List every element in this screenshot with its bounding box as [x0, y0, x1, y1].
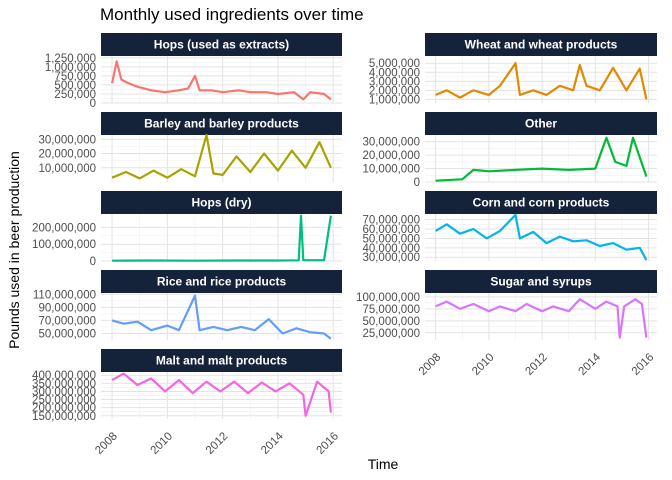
- panel-malt-and-malt-products-y-tick-label: 200,000,000: [32, 403, 96, 415]
- panel-hops-used-as-extracts-y-tick-label: 0: [90, 98, 96, 110]
- panel-malt-and-malt-products-y-tick-label: 400,000,000: [32, 370, 96, 382]
- panel-other-strip: [425, 112, 657, 135]
- panel-corn-and-corn-products-y-tick-label: 40,000,000: [362, 243, 420, 255]
- panel-rice-and-rice-products-strip-label: Rice and rice products: [157, 275, 287, 289]
- panel-wheat-and-wheat-products: Wheat and wheat products 1,000,0002,000,0…: [369, 33, 657, 106]
- panel-barley-and-barley-products-y-tick-label: 10,000,000: [38, 163, 96, 175]
- panel-rice-and-rice-products-y-tick-label: 110,000,000: [33, 289, 96, 301]
- panel-barley-and-barley-products-strip: [101, 112, 342, 135]
- x-tick-label: 2012: [204, 430, 231, 457]
- panel-corn-and-corn-products-y-tick-label: 30,000,000: [362, 252, 420, 264]
- panel-wheat-and-wheat-products-y-tick-label: 3,000,000: [369, 76, 420, 88]
- panel-sugar-and-syrups-series-line: [435, 298, 648, 339]
- panel-malt-and-malt-products-strip: [101, 349, 342, 372]
- x-tick-label: 2010: [470, 351, 497, 378]
- panel-hops-dry-strip-label: Hops (dry): [192, 196, 252, 210]
- panel-hops-dry-y-tick-label: 0: [90, 256, 96, 268]
- panel-malt-and-malt-products: Malt and malt products 150,000,000200,000…: [32, 349, 342, 457]
- panel-malt-and-malt-products-y-tick-label: 250,000,000: [32, 395, 96, 407]
- panel-other-series-line: [435, 136, 648, 182]
- panel-rice-and-rice-products-series-line: [111, 294, 332, 340]
- panel-barley-and-barley-products-y-tick-label: 30,000,000: [38, 134, 96, 146]
- panel-hops-dry-series-line: [112, 214, 332, 262]
- panel-rice-and-rice-products-y-tick-label: 90,000,000: [38, 302, 96, 314]
- panel-malt-and-malt-products-y-tick-label: 300,000,000: [32, 386, 96, 398]
- panel-other-y-tick-label: 0: [414, 177, 420, 189]
- x-tick-label: 2014: [577, 351, 604, 378]
- panel-sugar-and-syrups-strip-label: Sugar and syrups: [490, 275, 592, 289]
- panel-sugar-and-syrups-y-tick-label: 75,000,000: [362, 304, 420, 316]
- panel-corn-and-corn-products-y-tick-label: 70,000,000: [362, 215, 420, 227]
- panel-other-y-tick-label: 20,000,000: [362, 150, 420, 162]
- panel-wheat-and-wheat-products-series-line: [435, 62, 648, 100]
- panel-hops-used-as-extracts: Hops (used as extracts) 0250,000500,00075…: [45, 33, 342, 110]
- panel-sugar-and-syrups-y-tick-label: 100,000,000: [356, 292, 420, 304]
- panel-rice-and-rice-products-strip: [101, 270, 342, 293]
- panel-malt-and-malt-products-series-line: [111, 372, 332, 417]
- panel-wheat-and-wheat-products-y-tick-label: 2,000,000: [369, 85, 420, 97]
- panel-barley-and-barley-products-strip-label: Barley and barley products: [144, 117, 299, 131]
- chart-title: Monthly used ingredients over time: [100, 5, 364, 24]
- panel-malt-and-malt-products-y-tick-label: 350,000,000: [32, 378, 96, 390]
- x-tick-label: 2016: [314, 430, 341, 457]
- panel-hops-used-as-extracts-series-line: [111, 60, 332, 101]
- panel-hops-used-as-extracts-strip-label: Hops (used as extracts): [154, 38, 289, 52]
- x-tick-label: 2016: [630, 351, 657, 378]
- panel-malt-and-malt-products-y-tick-label: 150,000,000: [32, 411, 96, 423]
- panel-sugar-and-syrups-y-tick-label: 25,000,000: [362, 328, 420, 340]
- panel-other-strip-label: Other: [525, 117, 557, 131]
- x-tick-label: 2010: [149, 430, 176, 457]
- panel-hops-dry-y-tick-label: 100,000,000: [32, 239, 96, 251]
- panel-sugar-and-syrups: Sugar and syrups 25,000,00050,000,00075,0…: [356, 270, 657, 378]
- panel-barley-and-barley-products-series-line: [111, 133, 332, 180]
- panel-wheat-and-wheat-products-y-tick-label: 5,000,000: [369, 58, 420, 70]
- panel-rice-and-rice-products-y-tick-label: 50,000,000: [38, 328, 96, 340]
- panel-hops-dry-strip: [101, 191, 342, 214]
- panel-hops-used-as-extracts-y-tick-label: 500,000: [54, 80, 96, 92]
- panel-wheat-and-wheat-products-y-tick-label: 1,000,000: [369, 94, 420, 106]
- panel-sugar-and-syrups-y-tick-label: 50,000,000: [362, 316, 420, 328]
- x-tick-label: 2014: [259, 430, 286, 457]
- panel-hops-dry-y-tick-label: 200,000,000: [32, 222, 96, 234]
- x-tick-label: 2008: [93, 430, 120, 457]
- panel-corn-and-corn-products-strip: [425, 191, 657, 214]
- panel-hops-used-as-extracts-y-tick-label: 750,000: [54, 71, 96, 83]
- panel-sugar-and-syrups-strip: [425, 270, 657, 293]
- panel-other-y-tick-label: 30,000,000: [362, 137, 420, 149]
- panel-other-y-tick-label: 10,000,000: [362, 164, 420, 176]
- panel-hops-used-as-extracts-y-tick-label: 250,000: [54, 89, 96, 101]
- panel-malt-and-malt-products-strip-label: Malt and malt products: [156, 354, 288, 368]
- panel-hops-dry: Hops (dry) 0 100,000,000 200,000,000: [32, 191, 342, 268]
- x-tick-label: 2008: [417, 351, 444, 378]
- panel-rice-and-rice-products-y-tick-label: 70,000,000: [38, 315, 96, 327]
- panel-barley-and-barley-products-y-tick-label: 20,000,000: [38, 149, 96, 161]
- panel-corn-and-corn-products-series-line: [435, 213, 648, 261]
- panel-wheat-and-wheat-products-strip: [425, 33, 657, 56]
- panel-barley-and-barley-products: Barley and barley products 10,000,000 20,0…: [38, 112, 342, 182]
- panel-corn-and-corn-products-y-tick-label: 60,000,000: [362, 224, 420, 236]
- panel-wheat-and-wheat-products-strip-label: Wheat and wheat products: [465, 38, 618, 52]
- panel-hops-used-as-extracts-y-tick-label: 1,250,000: [45, 53, 96, 65]
- panel-corn-and-corn-products-strip-label: Corn and corn products: [473, 196, 610, 210]
- panel-wheat-and-wheat-products-y-tick-label: 4,000,000: [369, 67, 420, 79]
- panel-corn-and-corn-products: Corn and corn products 30,000,00040,000,0…: [362, 191, 657, 264]
- panel-hops-used-as-extracts-strip: [101, 33, 342, 56]
- panel-rice-and-rice-products: Rice and rice products 50,000,00070,000,0…: [33, 270, 342, 340]
- x-axis-label: Time: [367, 456, 399, 472]
- x-tick-label: 2012: [523, 351, 550, 378]
- panel-hops-used-as-extracts-y-tick-label: 1,000,000: [45, 62, 96, 74]
- panel-corn-and-corn-products-y-tick-label: 50,000,000: [362, 233, 420, 245]
